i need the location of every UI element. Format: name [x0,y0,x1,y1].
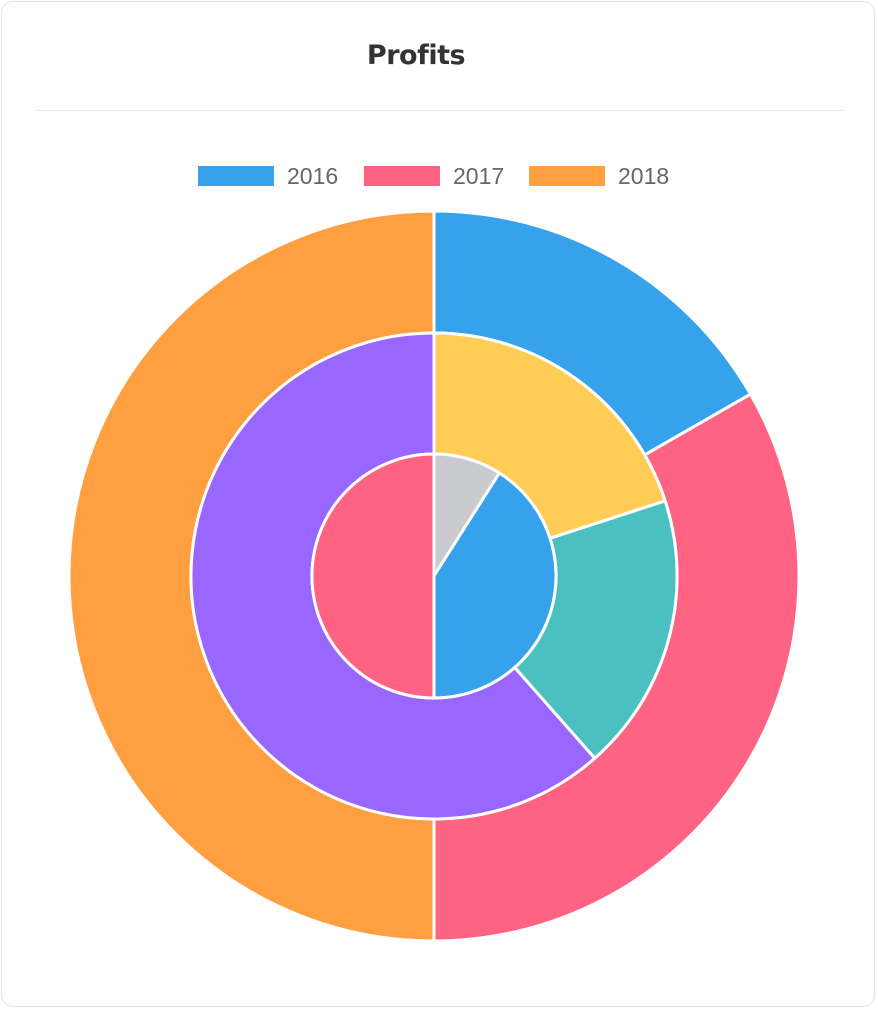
legend-swatch-2018 [529,166,605,186]
legend-label-2017: 2017 [453,163,505,189]
title-divider [35,110,845,111]
inner-ring-slice-2[interactable] [432,471,558,700]
inner-ring-slice-3[interactable] [310,452,436,700]
card-title: Profits [366,40,466,71]
chart-legend: 2016 2017 2018 [0,160,870,192]
legend-swatch-2017 [364,166,440,186]
legend-swatch-2016 [198,166,274,186]
legend-label-2018: 2018 [618,163,670,189]
legend-label-2016: 2016 [287,163,339,189]
chart-slices [67,209,801,943]
